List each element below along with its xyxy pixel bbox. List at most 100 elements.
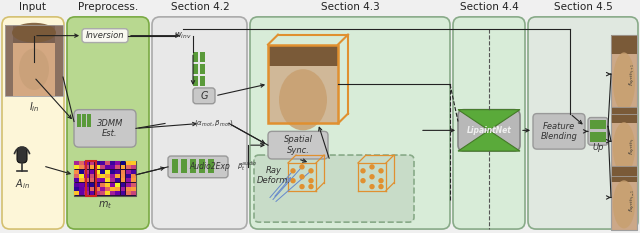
- Bar: [105, 161, 110, 165]
- Bar: [105, 165, 110, 169]
- Bar: [268, 45, 338, 123]
- Bar: [84, 161, 89, 165]
- Bar: [100, 161, 105, 165]
- FancyBboxPatch shape: [67, 17, 149, 229]
- Bar: [131, 174, 136, 178]
- Bar: [611, 166, 637, 230]
- Bar: [193, 52, 198, 62]
- Circle shape: [370, 175, 374, 179]
- Bar: [105, 178, 110, 182]
- Text: Spatial
Sync.: Spatial Sync.: [284, 135, 312, 155]
- Bar: [125, 174, 131, 178]
- Bar: [268, 45, 338, 123]
- Text: $m_t$: $m_t$: [98, 199, 112, 211]
- Bar: [105, 187, 110, 191]
- Bar: [120, 161, 125, 165]
- Circle shape: [370, 165, 374, 169]
- Bar: [110, 187, 115, 191]
- Bar: [125, 170, 131, 174]
- Bar: [74, 161, 79, 165]
- Bar: [84, 170, 89, 174]
- Bar: [125, 182, 131, 187]
- FancyBboxPatch shape: [152, 17, 247, 229]
- Bar: [95, 161, 100, 165]
- Circle shape: [379, 185, 383, 188]
- Circle shape: [300, 165, 304, 169]
- Bar: [100, 174, 105, 178]
- Bar: [77, 114, 81, 127]
- Bar: [193, 76, 198, 86]
- Text: Ray
Deform.: Ray Deform.: [257, 166, 291, 185]
- FancyBboxPatch shape: [268, 131, 328, 159]
- Bar: [90, 191, 94, 195]
- Bar: [120, 182, 125, 187]
- Bar: [100, 187, 105, 191]
- Bar: [90, 161, 94, 165]
- Polygon shape: [458, 110, 520, 130]
- Bar: [110, 161, 115, 165]
- FancyBboxPatch shape: [250, 17, 450, 229]
- FancyBboxPatch shape: [17, 147, 27, 163]
- Circle shape: [379, 169, 383, 173]
- Bar: [90, 187, 94, 191]
- Bar: [90, 174, 94, 178]
- Bar: [84, 182, 89, 187]
- Bar: [115, 174, 120, 178]
- Text: $f_{synth_{t-1}}$: $f_{synth_{t-1}}$: [628, 189, 638, 212]
- Bar: [110, 182, 115, 187]
- Circle shape: [291, 169, 295, 173]
- Bar: [79, 165, 84, 169]
- FancyBboxPatch shape: [458, 110, 520, 151]
- FancyBboxPatch shape: [193, 88, 215, 104]
- Bar: [115, 161, 120, 165]
- Bar: [208, 159, 214, 173]
- Bar: [55, 25, 63, 96]
- Circle shape: [309, 179, 313, 183]
- Bar: [115, 191, 120, 195]
- Bar: [79, 174, 84, 178]
- Bar: [79, 170, 84, 174]
- Text: G: G: [200, 91, 208, 101]
- Ellipse shape: [19, 48, 49, 90]
- Bar: [190, 159, 196, 173]
- Ellipse shape: [613, 122, 635, 174]
- Bar: [79, 187, 84, 191]
- Bar: [100, 165, 105, 169]
- FancyBboxPatch shape: [588, 117, 608, 145]
- Bar: [611, 166, 637, 230]
- Bar: [125, 187, 131, 191]
- Text: $\beta_t^{audio}$: $\beta_t^{audio}$: [237, 159, 257, 173]
- Bar: [120, 165, 125, 169]
- Bar: [105, 174, 110, 178]
- Bar: [105, 182, 110, 187]
- Circle shape: [361, 169, 365, 173]
- Bar: [131, 170, 136, 174]
- Bar: [84, 191, 89, 195]
- Bar: [120, 174, 125, 178]
- Bar: [110, 165, 115, 169]
- Text: Input: Input: [19, 2, 47, 12]
- Bar: [268, 45, 338, 123]
- Ellipse shape: [12, 23, 56, 43]
- Bar: [268, 45, 338, 66]
- Text: $f_{synth_t}$: $f_{synth_t}$: [628, 137, 638, 155]
- Bar: [131, 191, 136, 195]
- FancyBboxPatch shape: [254, 155, 414, 222]
- Bar: [5, 25, 13, 96]
- Bar: [86, 161, 96, 195]
- Bar: [74, 178, 79, 182]
- Ellipse shape: [613, 52, 635, 112]
- Bar: [110, 170, 115, 174]
- Bar: [5, 43, 63, 96]
- Bar: [84, 165, 89, 169]
- Text: $f_{synth_{t+1}}$: $f_{synth_{t+1}}$: [628, 63, 638, 86]
- Bar: [611, 35, 637, 114]
- FancyBboxPatch shape: [528, 17, 638, 229]
- Bar: [115, 178, 120, 182]
- Ellipse shape: [613, 180, 635, 228]
- Bar: [79, 182, 84, 187]
- Bar: [74, 182, 79, 187]
- Bar: [172, 159, 178, 173]
- Bar: [131, 182, 136, 187]
- Bar: [95, 170, 100, 174]
